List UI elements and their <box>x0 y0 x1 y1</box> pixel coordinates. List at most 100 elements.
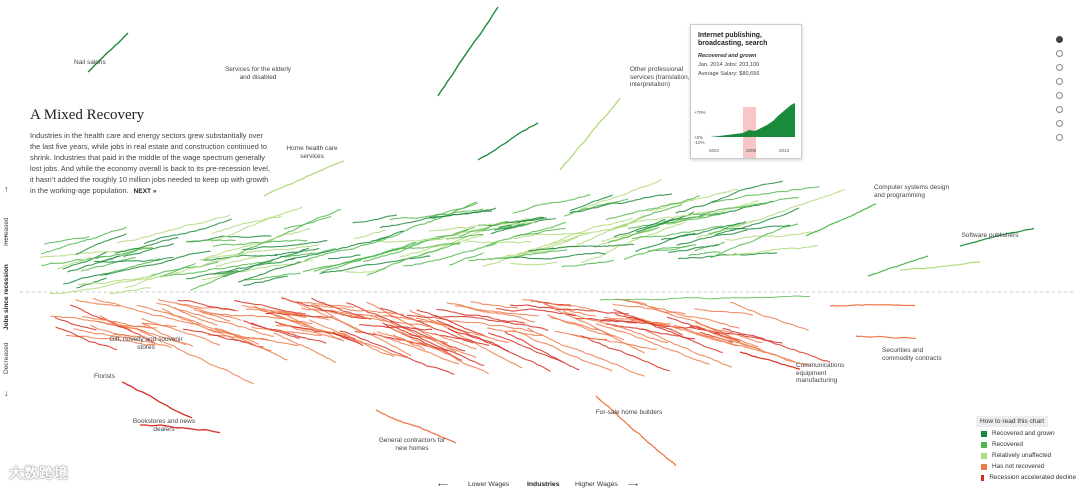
industry-line[interactable] <box>185 239 236 243</box>
industry-line[interactable] <box>455 305 539 317</box>
industry-line[interactable] <box>504 331 563 363</box>
industry-line[interactable] <box>205 227 311 258</box>
industry-line[interactable] <box>416 309 487 338</box>
industry-line[interactable] <box>694 308 753 316</box>
industry-line[interactable] <box>710 185 820 204</box>
industry-line[interactable] <box>114 237 179 254</box>
industry-line[interactable] <box>97 320 147 333</box>
industry-line[interactable] <box>498 216 544 228</box>
industry-line[interactable] <box>253 305 308 328</box>
industry-line[interactable] <box>281 296 363 333</box>
industry-line[interactable] <box>382 322 485 366</box>
industry-line[interactable] <box>512 329 613 372</box>
industry-line[interactable] <box>353 229 386 240</box>
industry-line[interactable] <box>580 178 663 210</box>
industry-line[interactable] <box>855 335 917 339</box>
industry-line[interactable] <box>109 287 152 294</box>
industry-line[interactable] <box>390 327 489 375</box>
industry-line[interactable] <box>302 260 353 273</box>
industry-line[interactable] <box>244 272 301 281</box>
industry-line[interactable] <box>370 237 460 243</box>
industry-line[interactable] <box>413 326 477 350</box>
industry-line[interactable] <box>136 304 230 335</box>
industry-line[interactable] <box>173 306 218 326</box>
industry-line[interactable] <box>458 220 509 237</box>
industry-line[interactable] <box>121 381 193 419</box>
industry-line[interactable] <box>87 32 129 73</box>
industry-line[interactable] <box>104 250 211 276</box>
industry-line[interactable] <box>215 254 266 268</box>
industry-line[interactable] <box>242 240 328 251</box>
industry-line[interactable] <box>513 231 590 240</box>
next-button[interactable]: NEXT » <box>133 188 157 195</box>
industry-line[interactable] <box>55 326 118 351</box>
industry-line[interactable] <box>329 311 433 329</box>
industry-line[interactable] <box>631 225 724 240</box>
industry-line[interactable] <box>157 298 242 321</box>
industry-line[interactable] <box>490 217 556 235</box>
industry-line[interactable] <box>392 334 426 351</box>
industry-line[interactable] <box>646 188 739 212</box>
industry-line[interactable] <box>222 247 309 278</box>
industry-line[interactable] <box>389 315 457 330</box>
industry-line[interactable] <box>285 314 345 342</box>
industry-line[interactable] <box>273 332 336 364</box>
industry-line[interactable] <box>487 332 580 371</box>
industry-line[interactable] <box>342 334 407 359</box>
industry-line[interactable] <box>401 331 448 344</box>
industry-line[interactable] <box>640 328 733 368</box>
industry-line[interactable] <box>211 257 296 275</box>
legend-title[interactable]: How to read this chart <box>976 416 1049 427</box>
industry-line[interactable] <box>729 301 809 331</box>
industry-line[interactable] <box>327 254 361 260</box>
industry-line[interactable] <box>65 334 156 346</box>
industry-line[interactable] <box>721 244 818 257</box>
industry-line[interactable] <box>470 301 519 309</box>
industry-line[interactable] <box>346 302 397 323</box>
industry-line[interactable] <box>446 233 484 240</box>
industry-line[interactable] <box>93 297 201 326</box>
industry-line[interactable] <box>245 308 307 318</box>
industry-line[interactable] <box>63 272 109 285</box>
industry-line[interactable] <box>867 255 929 277</box>
industry-line[interactable] <box>234 300 306 315</box>
industry-line[interactable] <box>40 226 127 255</box>
industry-line[interactable] <box>527 327 645 377</box>
industry-line[interactable] <box>177 299 236 312</box>
industry-line[interactable] <box>429 207 497 218</box>
industry-line[interactable] <box>251 326 322 336</box>
industry-line[interactable] <box>714 207 800 236</box>
industry-line[interactable] <box>420 227 490 256</box>
industry-line[interactable] <box>193 309 231 322</box>
industry-line[interactable] <box>211 215 283 235</box>
industry-line[interactable] <box>139 330 255 385</box>
industry-line[interactable] <box>406 314 526 324</box>
industry-line[interactable] <box>140 424 221 434</box>
industry-line[interactable] <box>44 235 90 245</box>
industry-line[interactable] <box>80 257 136 272</box>
industry-line[interactable] <box>116 214 231 244</box>
industry-line[interactable] <box>344 268 387 274</box>
industry-line[interactable] <box>141 317 221 347</box>
industry-line[interactable] <box>688 251 721 257</box>
industry-line[interactable] <box>676 229 748 246</box>
industry-line[interactable] <box>143 218 232 245</box>
industry-line[interactable] <box>675 180 783 214</box>
industry-line[interactable] <box>805 203 877 237</box>
industry-line[interactable] <box>263 160 345 197</box>
industry-line[interactable] <box>468 249 568 262</box>
industry-line[interactable] <box>41 255 107 266</box>
industry-line[interactable] <box>199 244 320 261</box>
industry-line[interactable] <box>635 221 747 253</box>
industry-line[interactable] <box>829 303 915 307</box>
industry-line[interactable] <box>296 301 354 308</box>
industry-line[interactable] <box>477 122 539 161</box>
industry-line[interactable] <box>182 328 264 348</box>
industry-line[interactable] <box>301 307 399 319</box>
industry-line[interactable] <box>668 244 720 254</box>
industry-line[interactable] <box>447 327 509 352</box>
industry-line[interactable] <box>509 304 629 315</box>
industry-line[interactable] <box>389 320 466 352</box>
industry-line[interactable] <box>503 252 606 260</box>
industry-line[interactable] <box>436 308 549 332</box>
